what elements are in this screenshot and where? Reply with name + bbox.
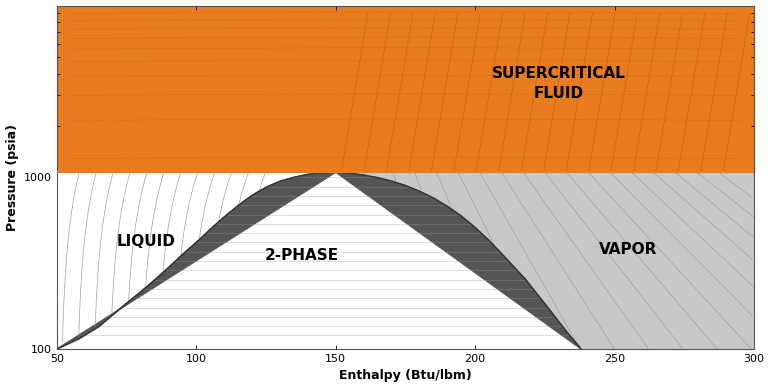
- Polygon shape: [57, 172, 336, 349]
- Text: SUPERCRITICAL
FLUID: SUPERCRITICAL FLUID: [492, 66, 626, 101]
- Text: CRITICAL
PRESSURE: CRITICAL PRESSURE: [68, 115, 126, 137]
- Polygon shape: [336, 172, 754, 349]
- Text: 2-PHASE: 2-PHASE: [265, 248, 340, 263]
- Text: VAPOR: VAPOR: [599, 242, 658, 257]
- X-axis label: Enthalpy (Btu/lbm): Enthalpy (Btu/lbm): [339, 369, 472, 383]
- Y-axis label: Pressure (psia): Pressure (psia): [5, 124, 18, 231]
- Text: LIQUID: LIQUID: [117, 234, 176, 249]
- Polygon shape: [57, 5, 754, 172]
- Polygon shape: [57, 172, 581, 349]
